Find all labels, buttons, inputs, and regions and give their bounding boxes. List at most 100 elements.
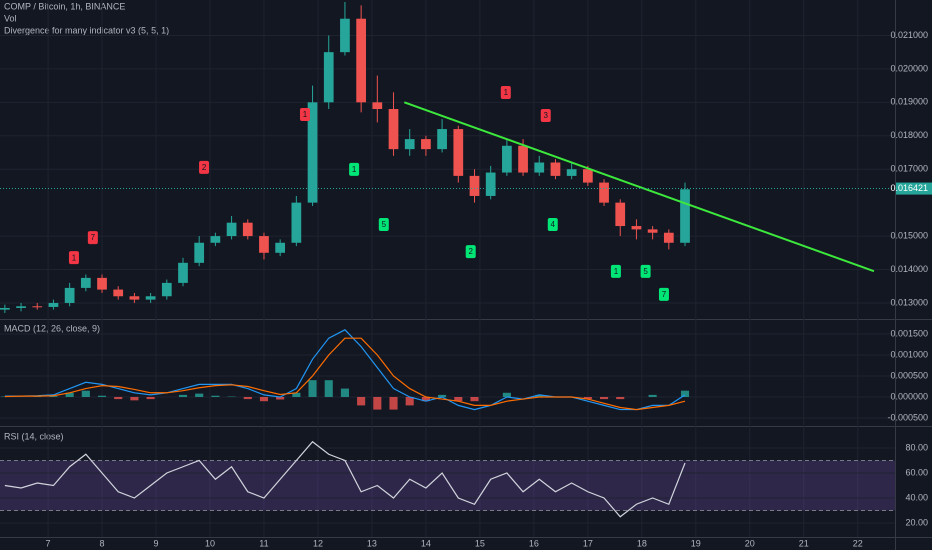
y-tick-label: 20.00 <box>905 517 928 527</box>
x-tick-label: 18 <box>637 538 647 548</box>
candle-body <box>210 236 221 243</box>
histogram-bar <box>438 394 447 397</box>
histogram-bar <box>178 394 188 397</box>
candle-body <box>178 262 188 283</box>
candle-body <box>388 109 399 150</box>
histogram-bar <box>340 388 349 397</box>
candle-body <box>161 282 172 297</box>
histogram-bar <box>421 396 430 402</box>
histogram-bar <box>292 392 301 397</box>
histogram-bar <box>454 396 463 402</box>
candle-body <box>242 222 253 237</box>
histogram-bar <box>211 395 220 397</box>
candle-body <box>663 232 674 243</box>
histogram-bar <box>146 396 155 400</box>
y-tick-label: 0.001500 <box>890 328 928 338</box>
histogram-bar <box>680 390 690 397</box>
signal-marker <box>547 218 558 232</box>
candle-body <box>615 202 626 227</box>
signal-marker <box>540 109 551 123</box>
signal-marker <box>500 85 511 99</box>
x-tick-label: 8 <box>100 538 105 548</box>
signal-label: 3 <box>544 111 549 120</box>
y-tick-label: 0.021000 <box>890 30 928 40</box>
y-tick-label: 0.018000 <box>890 130 928 140</box>
histogram-bar <box>373 396 382 410</box>
histogram-bar <box>324 380 333 397</box>
rsi-title: RSI (14, close) <box>4 431 64 441</box>
x-tick-label: 20 <box>745 538 755 548</box>
candle-body <box>48 302 59 307</box>
y-tick-label: 0.014000 <box>890 264 928 274</box>
candle-body <box>307 102 318 203</box>
histogram-bar <box>599 396 609 400</box>
histogram-bar <box>308 380 317 397</box>
signal-marker <box>68 251 79 265</box>
candle-body <box>599 182 609 203</box>
volume-label: Vol <box>4 13 17 23</box>
candle-body <box>534 162 545 173</box>
candle-body <box>453 129 464 176</box>
macd-title: MACD (12, 26, close, 9) <box>4 323 100 333</box>
candle-body <box>113 289 124 297</box>
y-tick-label: 0.000500 <box>890 370 928 380</box>
x-tick-label: 10 <box>205 538 215 548</box>
signal-label: 2 <box>468 247 473 256</box>
histogram-bar <box>389 396 398 410</box>
signal-marker <box>299 108 310 122</box>
histogram-bar <box>405 396 414 406</box>
candle-body <box>404 139 415 150</box>
candle-body <box>372 102 383 110</box>
candle-body <box>566 169 577 176</box>
signal-label: 7 <box>662 290 667 299</box>
signal-marker <box>199 160 210 174</box>
histogram-bar <box>276 396 285 400</box>
candle-body <box>32 306 43 308</box>
histogram-bar <box>81 390 90 397</box>
y-tick-label: 0.013000 <box>890 297 928 307</box>
y-tick-label: 0.015000 <box>890 230 928 240</box>
candle-body <box>97 277 107 290</box>
y-tick-label: 40.00 <box>905 492 928 502</box>
last-price-box <box>896 182 932 195</box>
x-tick-label: 15 <box>475 538 485 548</box>
rsi-line <box>4 440 686 518</box>
histogram-bar <box>195 393 204 397</box>
candle-body <box>502 145 512 173</box>
histogram-bar <box>114 396 123 400</box>
x-tick-label: 13 <box>367 538 377 548</box>
signal-marker <box>378 218 389 232</box>
x-tick-label: 11 <box>259 538 268 548</box>
candle-body <box>550 162 561 176</box>
histogram-bar <box>259 396 269 402</box>
candle-body <box>323 52 334 103</box>
candle-body <box>421 139 431 150</box>
y-tick-label: 0.019000 <box>890 97 928 107</box>
histogram-bar <box>648 394 657 397</box>
candle-body <box>356 18 366 103</box>
x-tick-label: 19 <box>691 538 701 548</box>
y-tick-label: -0.000500 <box>887 412 928 422</box>
signal-label: 1 <box>352 165 357 174</box>
signal-label: 2 <box>202 163 207 172</box>
signal-label: 1 <box>72 253 77 262</box>
histogram-bar <box>470 396 479 402</box>
signal-marker <box>610 264 621 278</box>
histogram-bar <box>357 396 366 406</box>
indicator-label: Divergence for many indicator v3 (5, 5, … <box>4 25 169 35</box>
x-tick-label: 22 <box>853 538 863 548</box>
candle-body <box>680 189 690 243</box>
histogram-bar <box>616 396 625 400</box>
y-tick-label: 0.001000 <box>890 349 928 359</box>
signal-label: 1 <box>614 267 619 276</box>
signal-label: 1 <box>303 110 308 119</box>
histogram-bar <box>97 395 107 397</box>
signal-marker <box>349 162 360 176</box>
histogram-bar <box>65 392 74 397</box>
candle-body <box>16 306 26 308</box>
signal-marker <box>87 231 98 245</box>
x-tick-label: 7 <box>46 538 51 548</box>
candle-body <box>0 307 10 310</box>
y-tick-label: 80.00 <box>905 442 928 452</box>
